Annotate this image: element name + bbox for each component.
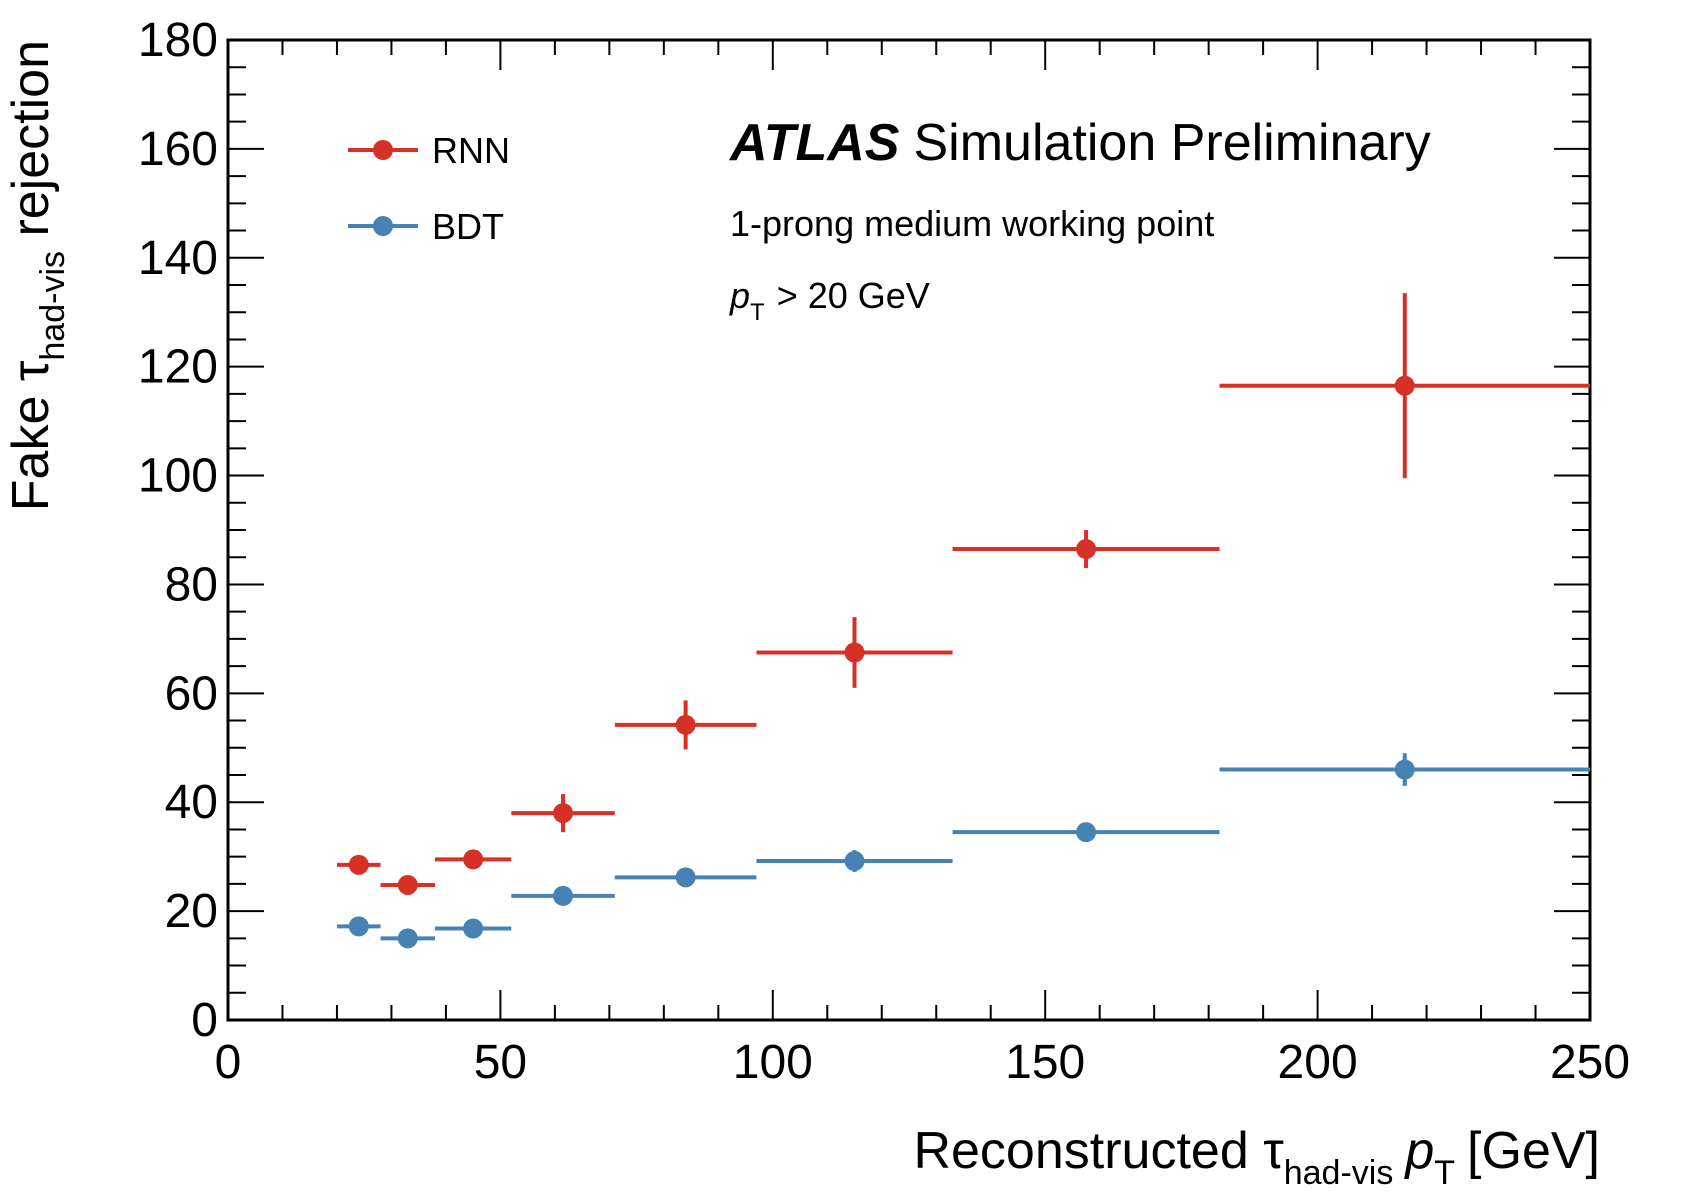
x-axis-title-prefix: Reconstructed: [913, 1122, 1263, 1180]
rnn-marker: [1076, 539, 1097, 560]
y-tick-label: 40: [165, 776, 218, 829]
x-tick-label: 150: [1005, 1036, 1085, 1089]
series-layer: [336, 293, 1590, 949]
series-rnn: [336, 293, 1590, 895]
y-axis-title: Fake τhad-vis rejection: [2, 40, 72, 511]
atlas-brand: ATLAS: [728, 114, 900, 172]
rnn-marker: [844, 642, 865, 663]
legend-rnn-marker: [373, 140, 393, 160]
series-bdt: [336, 753, 1590, 949]
rnn-point: [756, 617, 953, 688]
y-tick-labels: 0 20 40 60 80 100 120 140 160 180: [138, 14, 218, 1047]
legend-bdt-label: BDT: [432, 206, 504, 247]
header-cut: pT > 20 GeV: [729, 275, 930, 326]
y-tick-label: 60: [165, 667, 218, 720]
bdt-point: [435, 918, 512, 939]
rnn-marker: [397, 874, 418, 895]
x-axis-title-unit: [GeV]: [1467, 1122, 1600, 1180]
legend: RNN BDT: [348, 130, 510, 247]
bdt-marker: [844, 851, 865, 872]
bdt-point: [756, 850, 953, 872]
x-axis-title-sub: had-vis: [1284, 1154, 1394, 1192]
x-axis-title-var-sub: T: [1434, 1154, 1455, 1192]
legend-entry-bdt: BDT: [348, 206, 504, 247]
y-tick-label: 160: [138, 123, 218, 176]
y-tick-label: 180: [138, 14, 218, 67]
minor-ticks: [228, 40, 1590, 1020]
rnn-point: [435, 849, 512, 870]
rnn-marker: [1394, 375, 1415, 396]
x-axis-title: Reconstructed τhad-vis pT [GeV]: [913, 1122, 1600, 1192]
bdt-point: [336, 916, 381, 937]
bdt-marker: [348, 916, 369, 937]
bdt-point: [614, 867, 757, 888]
bdt-marker: [1394, 759, 1415, 780]
rnn-point: [614, 700, 757, 750]
y-axis-title-suffix: rejection: [2, 40, 60, 251]
legend-entry-rnn: RNN: [348, 130, 510, 171]
x-tick-label: 50: [474, 1036, 527, 1089]
major-ticks: [227, 39, 1591, 1021]
rnn-marker: [348, 854, 369, 875]
x-tick-label: 250: [1550, 1036, 1630, 1089]
bdt-point: [511, 885, 615, 906]
plot-area: 0 50 100 150 200 250 0 20 40 60 80 100 120 140 160 180: [138, 14, 1630, 1089]
y-tick-label: 80: [165, 558, 218, 611]
bdt-marker: [1076, 822, 1097, 843]
rnn-point: [336, 854, 381, 875]
y-tick-label: 0: [191, 994, 218, 1047]
rnn-point: [1219, 293, 1590, 479]
header-cut-sub: T: [750, 299, 765, 326]
plot-frame: [226, 38, 1592, 1022]
rnn-point: [511, 794, 615, 833]
bdt-point: [952, 822, 1220, 843]
legend-rnn-label: RNN: [432, 130, 510, 171]
header-cut-var: p: [729, 275, 750, 316]
rnn-point: [952, 530, 1220, 569]
header-subtitle: 1-prong medium working point: [730, 203, 1214, 244]
y-axis-title-prefix: Fake: [2, 381, 60, 511]
y-axis-title-tau: τ: [2, 360, 60, 381]
atlas-header: ATLAS Simulation Preliminary: [728, 114, 1431, 172]
y-axis-title-sub: had-vis: [34, 251, 72, 361]
bdt-marker: [553, 885, 574, 906]
x-tick-label: 100: [733, 1036, 813, 1089]
x-tick-label: 200: [1278, 1036, 1358, 1089]
rnn-marker: [553, 803, 574, 824]
x-tick-labels: 0 50 100 150 200 250: [215, 1036, 1630, 1089]
rnn-marker: [675, 714, 696, 735]
atlas-label: Simulation Preliminary: [913, 114, 1430, 172]
y-tick-label: 100: [138, 450, 218, 503]
x-tick-label: 0: [215, 1036, 242, 1089]
rnn-marker: [463, 849, 484, 870]
y-tick-label: 20: [165, 885, 218, 938]
bdt-marker: [463, 918, 484, 939]
header-cut-text: > 20 GeV: [777, 275, 930, 316]
bdt-marker: [397, 928, 418, 949]
x-axis-title-tau: τ: [1263, 1122, 1284, 1180]
x-axis-title-var: p: [1403, 1122, 1434, 1180]
rnn-point: [380, 874, 436, 895]
bdt-marker: [675, 867, 696, 888]
y-tick-label: 120: [138, 341, 218, 394]
y-tick-label: 140: [138, 232, 218, 285]
bdt-point: [380, 928, 436, 949]
bdt-point: [1219, 753, 1590, 786]
legend-bdt-marker: [373, 216, 393, 236]
